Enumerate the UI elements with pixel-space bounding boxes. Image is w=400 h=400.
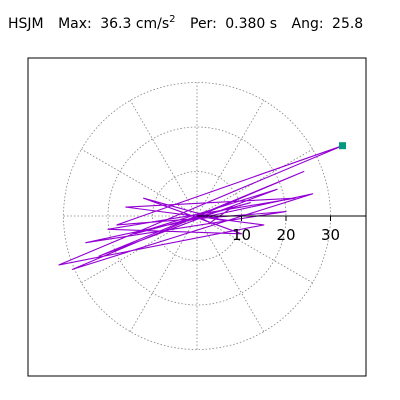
max-exponent: 2: [169, 14, 176, 25]
radial-tick-label-30: 30: [321, 226, 340, 244]
per-value: 0.380 s: [225, 16, 278, 32]
per-label: Per:: [190, 16, 217, 32]
peak-marker-square: [339, 142, 347, 150]
radial-tick-label-10: 10: [232, 226, 251, 244]
max-value: 36.3 cm/s2: [100, 14, 176, 32]
peak-marker: [339, 142, 347, 150]
station-code: HSJM: [8, 16, 44, 32]
max-label: Max:: [58, 16, 92, 32]
plot-frame: [27, 57, 367, 377]
ang-value: 25.8: [332, 16, 364, 32]
radial-tick-label-20: 20: [276, 226, 295, 244]
radial-tick-labels: 10 20 30: [232, 216, 340, 244]
chart-header: HSJM Max: 36.3 cm/s2 Per: 0.380 s Ang: 2…: [8, 14, 373, 32]
ang-label: Ang:: [291, 16, 324, 32]
motion-trace: [58, 145, 344, 270]
trace-path: [58, 145, 344, 270]
